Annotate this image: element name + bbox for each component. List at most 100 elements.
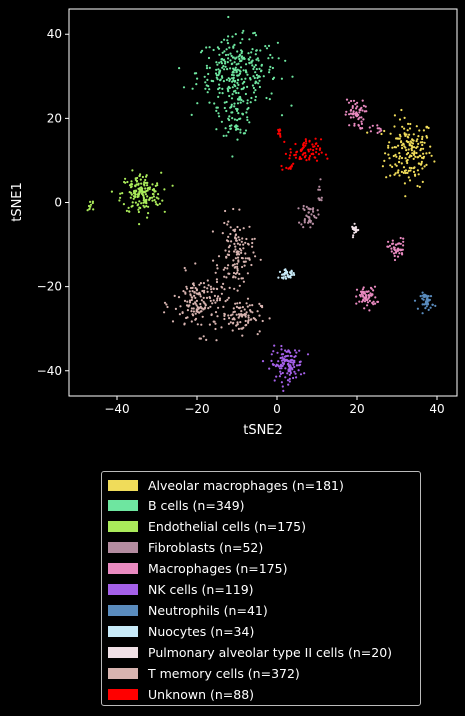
data-point [304, 138, 307, 141]
data-point [220, 60, 223, 63]
data-point [110, 190, 113, 193]
data-point [254, 255, 257, 258]
data-point [238, 247, 242, 250]
data-point [220, 285, 223, 288]
data-point [299, 373, 303, 376]
data-point [234, 85, 237, 88]
data-point [279, 129, 282, 132]
data-point [365, 110, 368, 113]
data-point [204, 304, 207, 307]
data-point [222, 268, 225, 271]
data-point [282, 276, 285, 279]
legend-item: Unknown (n=88) [108, 686, 254, 702]
data-point [240, 49, 243, 52]
data-point [204, 87, 207, 90]
data-point [194, 301, 197, 304]
data-point [231, 318, 234, 321]
data-point [261, 360, 265, 363]
data-point [205, 338, 208, 341]
data-point [234, 245, 237, 248]
data-point [295, 151, 298, 154]
data-point [302, 204, 305, 208]
data-point [209, 285, 212, 288]
data-point [348, 124, 351, 127]
data-point [248, 61, 251, 64]
data-point [230, 103, 233, 106]
legend: Alveolar macrophages (n=181) B cells (n=3… [101, 471, 421, 706]
data-point [388, 141, 391, 144]
data-point [234, 228, 237, 231]
data-point [228, 244, 231, 247]
data-point [273, 379, 276, 382]
series-6 [413, 291, 437, 315]
data-point [235, 313, 238, 316]
data-point [242, 227, 245, 230]
data-point [163, 301, 167, 304]
data-point [251, 84, 254, 87]
data-point [430, 154, 433, 157]
data-point [240, 251, 243, 254]
data-point [226, 42, 230, 45]
data-point [230, 111, 233, 114]
data-point [316, 209, 319, 212]
series-10 [277, 128, 329, 171]
data-point [227, 131, 230, 134]
data-point [311, 208, 314, 211]
legend-swatch [108, 667, 138, 679]
data-point [393, 114, 396, 117]
data-point [397, 169, 400, 172]
data-point [384, 152, 387, 155]
legend-item: Alveolar macrophages (n=181) [108, 477, 344, 493]
data-point [139, 178, 142, 181]
data-point [398, 160, 401, 164]
legend-item: NK cells (n=119) [108, 582, 254, 598]
legend-label: B cells (n=349) [148, 498, 245, 514]
data-point [284, 349, 287, 352]
data-point [370, 294, 373, 297]
data-point [241, 237, 244, 240]
data-point [221, 92, 224, 95]
data-point [207, 56, 211, 60]
x-tick-label: 20 [349, 402, 364, 416]
data-point [277, 57, 280, 60]
data-point [258, 75, 261, 78]
data-point [405, 149, 408, 152]
data-point [287, 349, 290, 353]
data-point [224, 53, 228, 57]
data-point [404, 195, 407, 198]
data-point [229, 321, 232, 324]
data-point [423, 303, 426, 306]
data-point [421, 141, 424, 144]
data-point [217, 255, 221, 258]
data-point [137, 192, 140, 195]
data-point [194, 318, 197, 321]
data-point [398, 252, 401, 255]
data-point [419, 154, 422, 157]
data-point [306, 353, 310, 356]
data-point [256, 76, 259, 80]
data-point [291, 75, 294, 78]
data-point [225, 48, 228, 51]
points-layer [86, 15, 437, 392]
data-point [248, 38, 251, 41]
data-point [221, 76, 224, 79]
data-point [280, 114, 284, 117]
data-point [393, 146, 396, 149]
data-point [243, 313, 246, 316]
data-point [212, 259, 215, 262]
y-tick-label: 20 [47, 111, 62, 125]
data-point [215, 61, 218, 64]
data-point [410, 167, 413, 170]
data-point [214, 322, 217, 325]
data-point [356, 229, 359, 232]
data-point [310, 213, 313, 216]
data-point [246, 102, 249, 105]
data-point [387, 240, 390, 243]
data-point [391, 242, 394, 245]
data-point [188, 290, 191, 293]
data-point [193, 294, 196, 297]
data-point [402, 237, 405, 240]
data-point [234, 257, 237, 260]
data-point [200, 299, 203, 302]
data-point [409, 169, 412, 172]
